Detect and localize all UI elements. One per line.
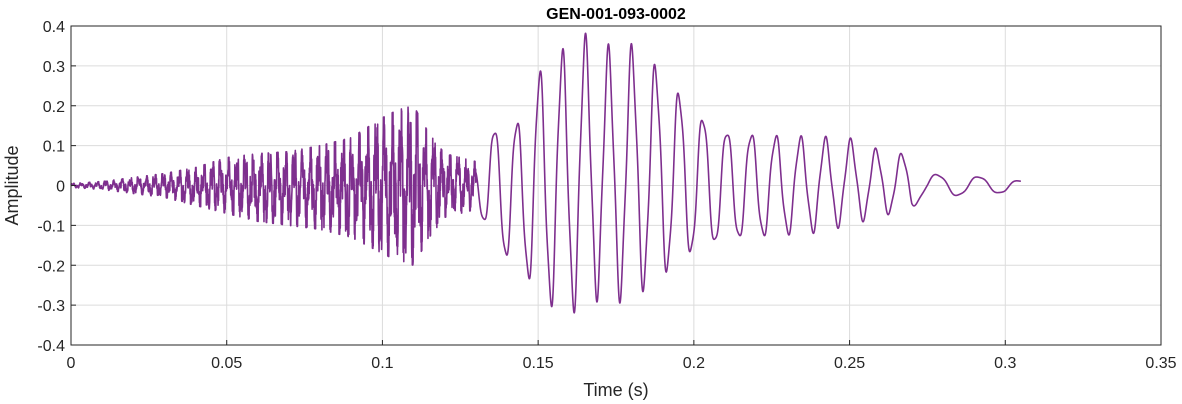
- y-tick-label: 0.4: [43, 19, 65, 36]
- y-tick-label: -0.2: [37, 258, 65, 275]
- y-tick-label: 0.1: [43, 139, 65, 156]
- axis-ticks: 0 0.05 0.1 0.15 0.2 0.25 0.3 0.35 -0.4 -0.3 -0.2 -0…: [37, 19, 1176, 372]
- x-tick-label: 0.1: [371, 355, 393, 372]
- x-tick-label: 0.15: [523, 355, 554, 372]
- y-tick-label: 0.3: [43, 59, 65, 76]
- x-tick-label: 0.05: [211, 355, 242, 372]
- y-tick-label: -0.3: [37, 298, 65, 315]
- x-tick-label: 0: [67, 355, 76, 372]
- y-tick-label: -0.1: [37, 218, 65, 235]
- waveform-series-line: [70, 32, 1022, 314]
- chart-title: GEN-001-093-0002: [546, 6, 686, 23]
- y-axis-label: Amplitude: [2, 145, 22, 225]
- y-tick-label: 0: [56, 179, 65, 196]
- y-tick-label: 0.2: [43, 99, 65, 116]
- x-tick-label: 0.3: [994, 355, 1016, 372]
- plot-area: [70, 32, 1022, 314]
- x-axis-label: Time (s): [583, 380, 648, 400]
- x-tick-label: 0.2: [683, 355, 705, 372]
- y-tick-label: -0.4: [37, 338, 65, 355]
- x-tick-label: 0.35: [1145, 355, 1176, 372]
- x-tick-label: 0.25: [834, 355, 865, 372]
